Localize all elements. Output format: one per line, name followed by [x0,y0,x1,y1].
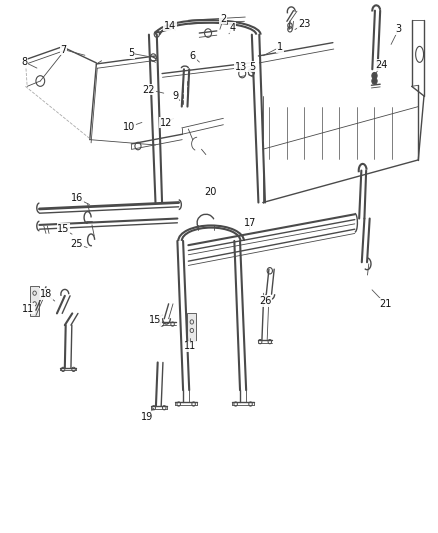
Text: 20: 20 [204,187,216,197]
Text: 15: 15 [149,315,162,325]
Text: 22: 22 [143,85,155,94]
Circle shape [372,72,377,79]
Text: 11: 11 [22,304,35,313]
Circle shape [372,78,377,84]
Text: 11: 11 [184,342,197,351]
Bar [30,286,39,316]
Text: 5: 5 [249,62,255,71]
Text: 12: 12 [160,118,173,127]
Bar [187,313,196,341]
Text: 3: 3 [396,25,402,34]
Text: 26: 26 [259,296,271,306]
Text: 14: 14 [164,21,176,30]
Text: 15: 15 [57,224,70,234]
Text: 4: 4 [229,23,235,33]
Text: 10: 10 [123,122,135,132]
Text: 23: 23 [298,19,311,29]
Text: 2: 2 [220,14,226,23]
Text: 18: 18 [40,289,52,299]
Text: 17: 17 [244,218,256,228]
Text: 24: 24 [375,60,387,70]
Text: 7: 7 [60,45,67,54]
Text: 16: 16 [71,193,83,203]
Text: 5: 5 [128,49,134,58]
Text: 1: 1 [277,42,283,52]
Text: 8: 8 [21,57,27,67]
Text: 6: 6 [190,51,196,61]
Text: 13: 13 [235,62,247,71]
Text: 21: 21 [379,299,392,309]
Text: 19: 19 [141,412,153,422]
Text: 9: 9 [172,91,178,101]
Text: 25: 25 [71,239,83,249]
